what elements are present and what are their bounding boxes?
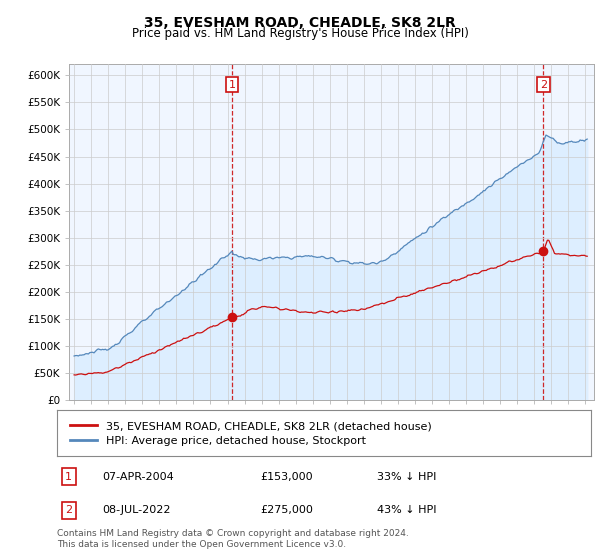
Text: Contains HM Land Registry data © Crown copyright and database right 2024.
This d: Contains HM Land Registry data © Crown c… — [57, 529, 409, 549]
Text: 33% ↓ HPI: 33% ↓ HPI — [377, 472, 437, 482]
Text: £153,000: £153,000 — [260, 472, 313, 482]
Text: £275,000: £275,000 — [260, 505, 313, 515]
Text: 07-APR-2004: 07-APR-2004 — [103, 472, 174, 482]
Text: 1: 1 — [65, 472, 72, 482]
Text: 2: 2 — [539, 80, 547, 90]
Text: 1: 1 — [229, 80, 236, 90]
Text: Price paid vs. HM Land Registry's House Price Index (HPI): Price paid vs. HM Land Registry's House … — [131, 27, 469, 40]
Legend: 35, EVESHAM ROAD, CHEADLE, SK8 2LR (detached house), HPI: Average price, detache: 35, EVESHAM ROAD, CHEADLE, SK8 2LR (deta… — [65, 416, 437, 451]
Text: 35, EVESHAM ROAD, CHEADLE, SK8 2LR: 35, EVESHAM ROAD, CHEADLE, SK8 2LR — [144, 16, 456, 30]
Text: 08-JUL-2022: 08-JUL-2022 — [103, 505, 171, 515]
Text: 2: 2 — [65, 505, 73, 515]
Text: 43% ↓ HPI: 43% ↓ HPI — [377, 505, 437, 515]
